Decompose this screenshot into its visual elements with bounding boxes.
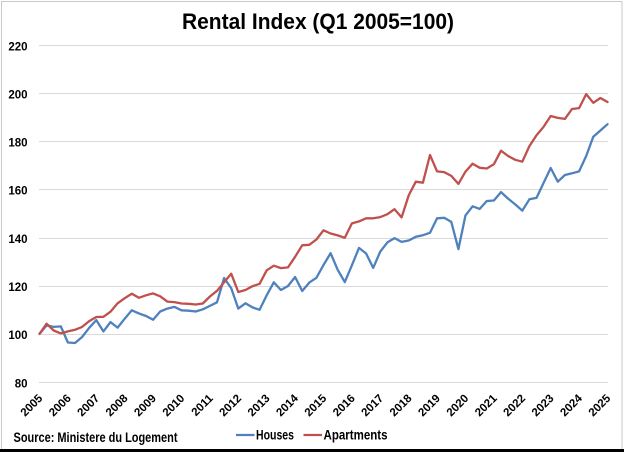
svg-text:140: 140 <box>8 234 27 246</box>
svg-text:120: 120 <box>8 282 27 294</box>
svg-text:Apartments: Apartments <box>324 426 388 442</box>
svg-text:180: 180 <box>8 138 27 150</box>
svg-text:80: 80 <box>15 378 28 390</box>
svg-text:Houses: Houses <box>256 426 294 442</box>
svg-text:100: 100 <box>8 330 27 342</box>
svg-text:160: 160 <box>8 186 27 198</box>
svg-text:200: 200 <box>8 89 27 101</box>
svg-text:220: 220 <box>8 41 27 53</box>
svg-text:Source: Ministere du Logement: Source: Ministere du Logement <box>14 429 178 445</box>
svg-text:Rental Index (Q1 2005=100): Rental Index (Q1 2005=100) <box>182 9 454 34</box>
